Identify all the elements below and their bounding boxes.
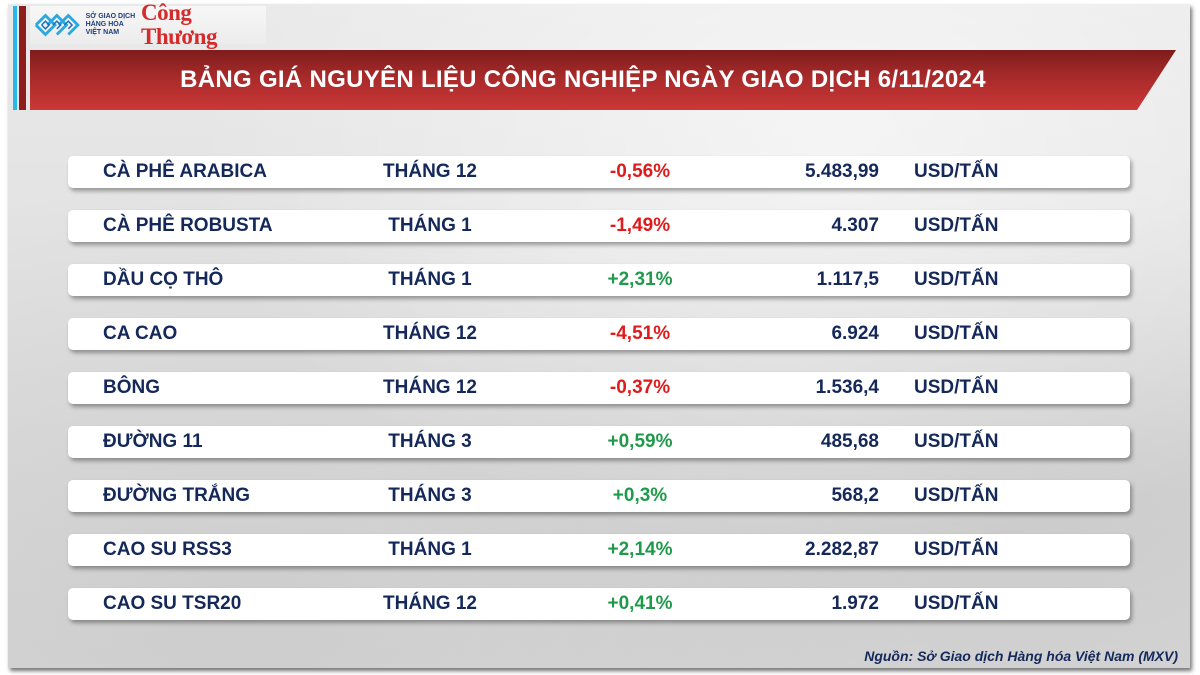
price-value: 1.117,5 bbox=[816, 269, 879, 290]
price-change: -0,56% bbox=[609, 161, 671, 182]
price-change: +2,31% bbox=[607, 269, 673, 290]
price-change: -0,37% bbox=[609, 377, 671, 398]
table-row: BÔNG THÁNG 12 -0,37% 1.536,4 USD/TẤN bbox=[68, 372, 1130, 404]
cong-thuong-logo: Công Thương bbox=[141, 0, 266, 53]
mxv-line-3: VIỆT NAM bbox=[85, 29, 120, 36]
contract-term: THÁNG 12 bbox=[383, 161, 477, 182]
price-value: 485,68 bbox=[820, 431, 879, 452]
mxv-logo-icon bbox=[34, 13, 80, 37]
commodity-name: BÔNG bbox=[103, 377, 160, 398]
cong-thuong-logo-text: Công Thương bbox=[141, 0, 217, 49]
price-unit: USD/TẤN bbox=[914, 377, 999, 398]
contract-term: THÁNG 3 bbox=[388, 431, 472, 452]
price-change: +0,59% bbox=[607, 431, 673, 452]
price-value: 1.536,4 bbox=[815, 377, 879, 398]
page-title: BẢNG GIÁ NGUYÊN LIỆU CÔNG NGHIỆP NGÀY GI… bbox=[180, 66, 986, 93]
contract-term: THÁNG 12 bbox=[383, 377, 477, 398]
title-banner: BẢNG GIÁ NGUYÊN LIỆU CÔNG NGHIỆP NGÀY GI… bbox=[30, 50, 1176, 110]
commodity-name: ĐƯỜNG 11 bbox=[103, 431, 203, 452]
price-value: 4.307 bbox=[831, 215, 879, 236]
price-unit: USD/TẤN bbox=[914, 161, 999, 182]
mxv-logo-text: SỞ GIAO DỊCH HÀNG HÓA VIỆT NAM bbox=[86, 13, 139, 37]
price-change: +2,14% bbox=[607, 539, 673, 560]
price-value: 1.972 bbox=[831, 593, 879, 614]
price-unit: USD/TẤN bbox=[914, 485, 999, 506]
commodity-name: CÀ PHÊ ROBUSTA bbox=[103, 215, 273, 236]
table-row: CÀ PHÊ ARABICA THÁNG 12 -0,56% 5.483,99 … bbox=[68, 156, 1130, 188]
price-change: -4,51% bbox=[609, 323, 671, 344]
price-unit: USD/TẤN bbox=[914, 215, 999, 236]
logo-bar: SỞ GIAO DỊCH HÀNG HÓA VIỆT NAM Công Thươ… bbox=[30, 1, 266, 53]
price-value: 2.282,87 bbox=[805, 539, 879, 560]
commodity-name: CAO SU TSR20 bbox=[103, 593, 242, 614]
contract-term: THÁNG 12 bbox=[383, 593, 477, 614]
price-unit: USD/TẤN bbox=[914, 593, 999, 614]
price-change: +0,3% bbox=[612, 485, 668, 506]
table-row: CAO SU RSS3 THÁNG 1 +2,14% 2.282,87 USD/… bbox=[68, 534, 1130, 566]
accent-stripe-red bbox=[19, 6, 26, 110]
mxv-line-2: HÀNG HÓA bbox=[85, 21, 124, 28]
contract-term: THÁNG 1 bbox=[388, 539, 472, 560]
contract-term: THÁNG 3 bbox=[388, 485, 472, 506]
table-row: CÀ PHÊ ROBUSTA THÁNG 1 -1,49% 4.307 USD/… bbox=[68, 210, 1130, 242]
price-change: -1,49% bbox=[609, 215, 671, 236]
price-unit: USD/TẤN bbox=[914, 431, 999, 452]
commodity-name: CAO SU RSS3 bbox=[103, 539, 232, 560]
contract-term: THÁNG 12 bbox=[383, 323, 477, 344]
source-credit: Nguồn: Sở Giao dịch Hàng hóa Việt Nam (M… bbox=[864, 648, 1178, 664]
contract-term: THÁNG 1 bbox=[388, 269, 472, 290]
contract-term: THÁNG 1 bbox=[388, 215, 472, 236]
price-value: 6.924 bbox=[831, 323, 879, 344]
price-unit: USD/TẤN bbox=[914, 323, 999, 344]
accent-stripe-cyan bbox=[13, 6, 17, 110]
commodity-name: CA CAO bbox=[103, 323, 178, 344]
table-row: ĐƯỜNG TRẮNG THÁNG 3 +0,3% 568,2 USD/TẤN bbox=[68, 480, 1130, 512]
table-row: DẦU CỌ THÔ THÁNG 1 +2,31% 1.117,5 USD/TẤ… bbox=[68, 264, 1130, 296]
commodity-name: ĐƯỜNG TRẮNG bbox=[103, 485, 251, 506]
table-row: CA CAO THÁNG 12 -4,51% 6.924 USD/TẤN bbox=[68, 318, 1130, 350]
price-unit: USD/TẤN bbox=[914, 269, 999, 290]
commodity-name: DẦU CỌ THÔ bbox=[103, 269, 224, 290]
mxv-line-1: SỞ GIAO DỊCH bbox=[85, 13, 136, 20]
price-value: 568,2 bbox=[831, 485, 879, 506]
price-change: +0,41% bbox=[607, 593, 673, 614]
table-row: CAO SU TSR20 THÁNG 12 +0,41% 1.972 USD/T… bbox=[68, 588, 1130, 620]
price-value: 5.483,99 bbox=[805, 161, 879, 182]
table-row: ĐƯỜNG 11 THÁNG 3 +0,59% 485,68 USD/TẤN bbox=[68, 426, 1130, 458]
price-unit: USD/TẤN bbox=[914, 539, 999, 560]
commodity-name: CÀ PHÊ ARABICA bbox=[103, 161, 267, 182]
